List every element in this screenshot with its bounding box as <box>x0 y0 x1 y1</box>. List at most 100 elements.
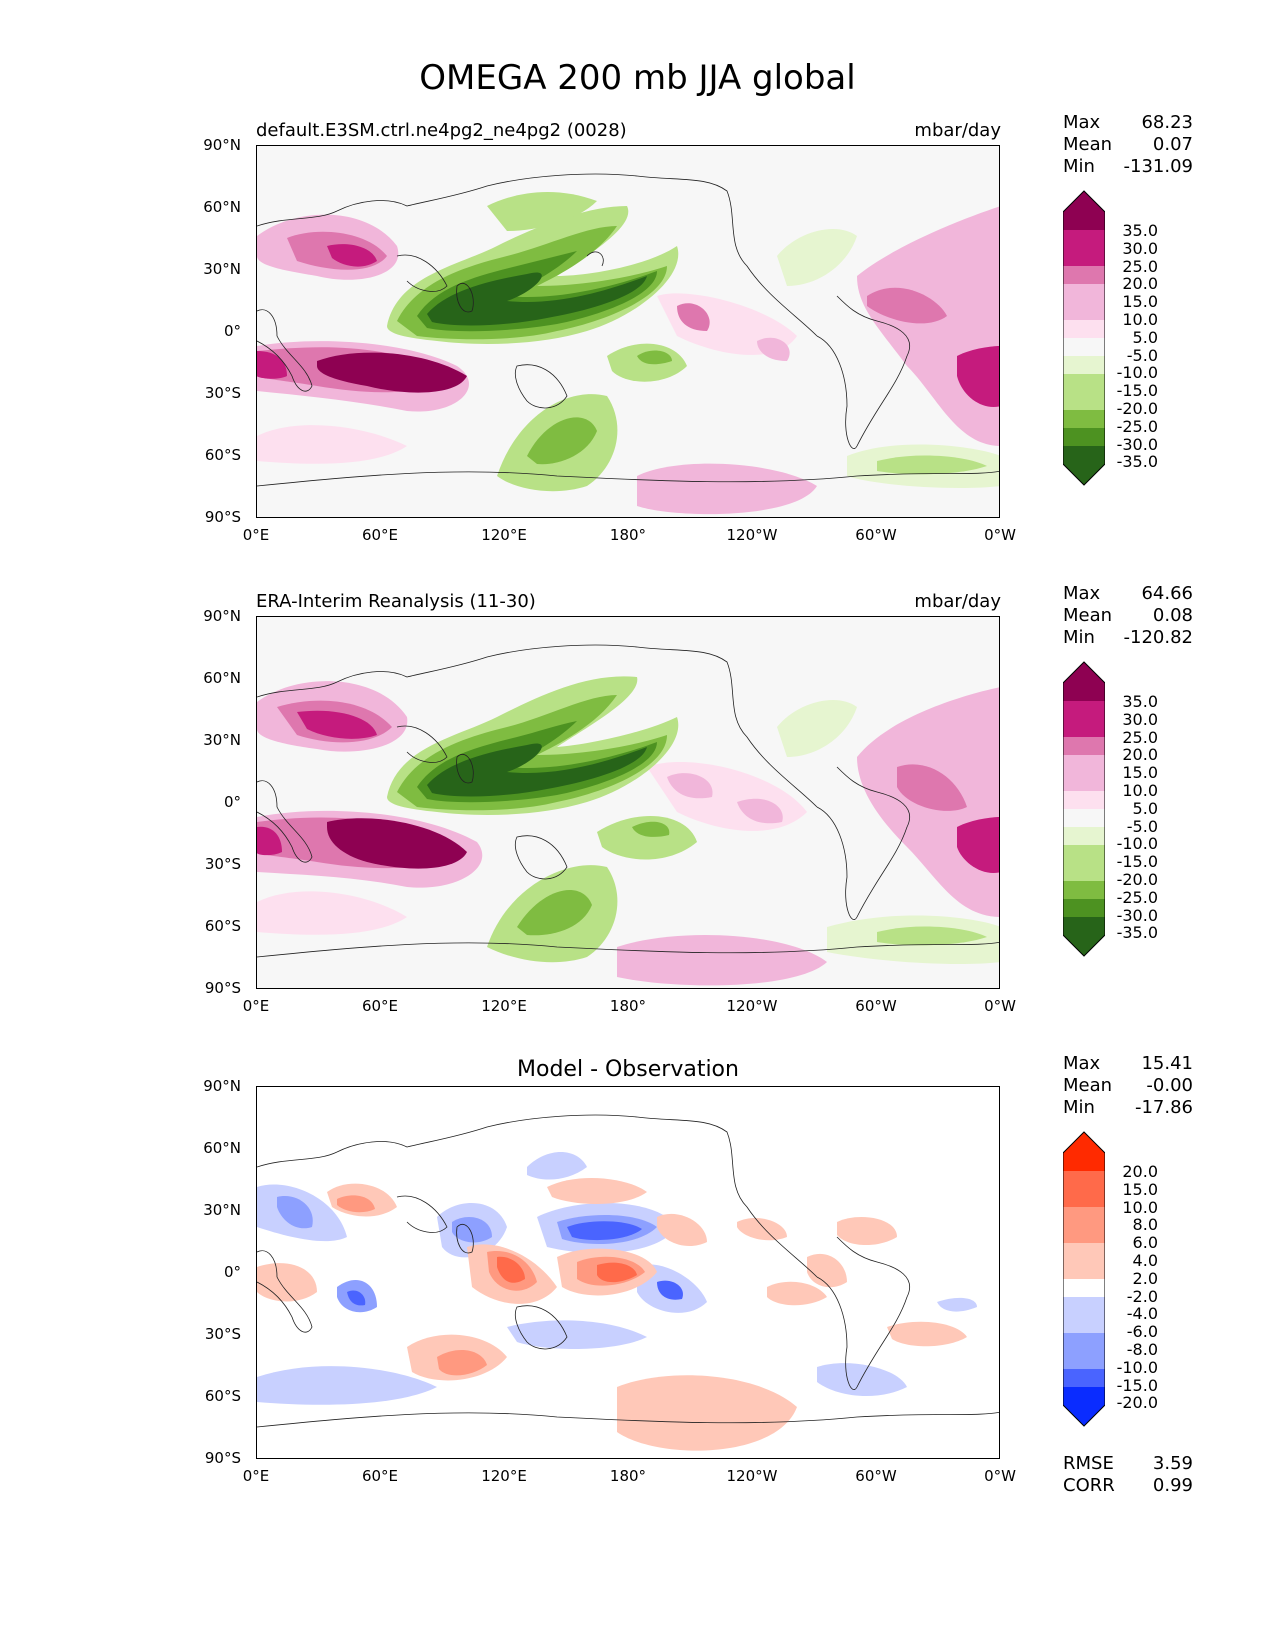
colorbar-extend-bottom <box>1063 935 1105 956</box>
panel-reference: ERA-Interim Reanalysis (11-30) mbar/day <box>0 583 1275 1043</box>
stat-label: Min <box>1063 156 1095 177</box>
colorbar-swatch <box>1063 755 1105 774</box>
colorbar-tick: -4.0 <box>1126 1304 1158 1324</box>
lon-label: 0°E <box>242 997 270 1015</box>
colorbar-swatch <box>1063 863 1105 882</box>
colorbar-swatch <box>1063 356 1105 375</box>
colorbar-tick: -20.0 <box>1116 1393 1158 1413</box>
lon-label: 60°E <box>361 997 399 1015</box>
lon-label: 120°W <box>726 526 778 544</box>
colorbar <box>1063 190 1105 486</box>
colorbar-tick: -20.0 <box>1116 869 1158 889</box>
colorbar-tick: 5.0 <box>1132 798 1158 818</box>
stat-min: -131.09 <box>1123 156 1193 177</box>
colorbar-extend-top <box>1063 191 1105 212</box>
rmse-label: RMSE <box>1063 1453 1114 1474</box>
stat-mean: 0.08 <box>1152 605 1193 626</box>
colorbar-tick: 20.0 <box>1122 1162 1158 1181</box>
colorbar-tick: 10.0 <box>1122 1197 1158 1217</box>
colorbar-swatch <box>1063 1207 1105 1226</box>
colorbar-tick: 6.0 <box>1132 1233 1158 1253</box>
colorbar-swatch <box>1063 212 1105 231</box>
stat-label: Max <box>1063 112 1101 133</box>
lat-label: 0° <box>223 1263 241 1281</box>
colorbar-tick: -20.0 <box>1116 398 1158 418</box>
lat-label: 0° <box>223 322 241 340</box>
stat-mean: -0.00 <box>1146 1075 1193 1096</box>
panel-units: mbar/day <box>914 591 1001 612</box>
colorbar-swatch <box>1063 809 1105 828</box>
colorbar-swatch <box>1063 428 1105 447</box>
colorbar-labels: 35.0 30.0 25.0 20.0 15.0 10.0 5.0 -5.0 -… <box>1108 693 1158 942</box>
colorbar-swatch <box>1063 338 1105 357</box>
colorbar-extend-top <box>1063 1132 1105 1153</box>
colorbar-extend-bottom <box>1063 464 1105 485</box>
panel-subtitle: ERA-Interim Reanalysis (11-30) <box>256 591 536 612</box>
colorbar-swatch <box>1063 1261 1105 1280</box>
lon-label: 120°W <box>726 997 778 1015</box>
lat-label: 30°N <box>203 260 241 278</box>
colorbar-tick: -35.0 <box>1116 923 1158 943</box>
colorbar-tick: 15.0 <box>1122 1179 1158 1199</box>
lat-label: 60°N <box>203 1139 241 1157</box>
colorbar-tick: 10.0 <box>1122 780 1158 800</box>
stat-label: Max <box>1063 583 1101 604</box>
map-reference <box>256 616 1000 989</box>
lat-label: 30°S <box>204 855 241 873</box>
colorbar-swatch <box>1063 701 1105 720</box>
lon-label: 60°E <box>361 526 399 544</box>
lon-label: 180° <box>609 526 647 544</box>
lon-label: 60°W <box>855 526 897 544</box>
colorbar-tick: -35.0 <box>1116 452 1158 472</box>
colorbar-tick: 20.0 <box>1122 745 1158 765</box>
colorbar-swatch <box>1063 230 1105 249</box>
stats-box: Max 64.66 Mean 0.08 Min -120.82 <box>1063 583 1193 649</box>
colorbar-tick: 20.0 <box>1122 274 1158 294</box>
colorbar-swatch <box>1063 719 1105 738</box>
lon-label: 0°W <box>984 1467 1016 1485</box>
lon-label: 60°E <box>361 1467 399 1485</box>
lon-label: 180° <box>609 997 647 1015</box>
stat-label: Min <box>1063 1097 1095 1118</box>
lon-label: 0°E <box>242 526 270 544</box>
lat-label: 90°N <box>203 136 241 154</box>
panel-model: default.E3SM.ctrl.ne4pg2_ne4pg2 (0028) m… <box>0 112 1275 572</box>
colorbar-swatch <box>1063 1171 1105 1190</box>
colorbar-tick: -30.0 <box>1116 434 1158 454</box>
stat-label: Mean <box>1063 134 1113 155</box>
stat-min: -17.86 <box>1134 1097 1193 1118</box>
colorbar-tick: 30.0 <box>1122 238 1158 258</box>
colorbar-tick: 35.0 <box>1122 692 1158 711</box>
colorbar-tick: -15.0 <box>1116 1375 1158 1395</box>
lat-label: 0° <box>223 793 241 811</box>
colorbar-swatch <box>1063 302 1105 321</box>
colorbar-swatch <box>1063 1297 1105 1316</box>
lat-label: 60°N <box>203 198 241 216</box>
colorbar-swatch <box>1063 1189 1105 1208</box>
colorbar-swatch <box>1063 683 1105 702</box>
stat-label: Mean <box>1063 1075 1113 1096</box>
colorbar-tick: -5.0 <box>1126 816 1158 836</box>
lat-label: 30°S <box>204 1325 241 1343</box>
colorbar-extend-top <box>1063 662 1105 683</box>
panel-subtitle: default.E3SM.ctrl.ne4pg2_ne4pg2 (0028) <box>256 120 627 141</box>
colorbar-tick: -5.0 <box>1126 345 1158 365</box>
corr-label: CORR <box>1063 1475 1115 1496</box>
rmse-value: 3.59 <box>1152 1453 1193 1474</box>
colorbar-swatch <box>1063 899 1105 918</box>
colorbar-tick: 8.0 <box>1132 1215 1158 1235</box>
stat-min: -120.82 <box>1123 627 1193 648</box>
colorbar-swatch <box>1063 737 1105 756</box>
colorbar-extend-bottom <box>1063 1405 1105 1426</box>
colorbar-tick: 4.0 <box>1132 1250 1158 1270</box>
colorbar-tick: -8.0 <box>1126 1339 1158 1359</box>
lat-label: 60°S <box>204 1387 241 1405</box>
lon-label: 0°W <box>984 997 1016 1015</box>
colorbar-tick: -30.0 <box>1116 905 1158 925</box>
lat-label: 60°N <box>203 669 241 687</box>
corr-value: 0.99 <box>1152 1475 1193 1496</box>
lon-label: 120°E <box>481 997 527 1015</box>
lon-label: 120°E <box>481 1467 527 1485</box>
colorbar-swatch <box>1063 1333 1105 1352</box>
map-difference <box>256 1086 1000 1459</box>
